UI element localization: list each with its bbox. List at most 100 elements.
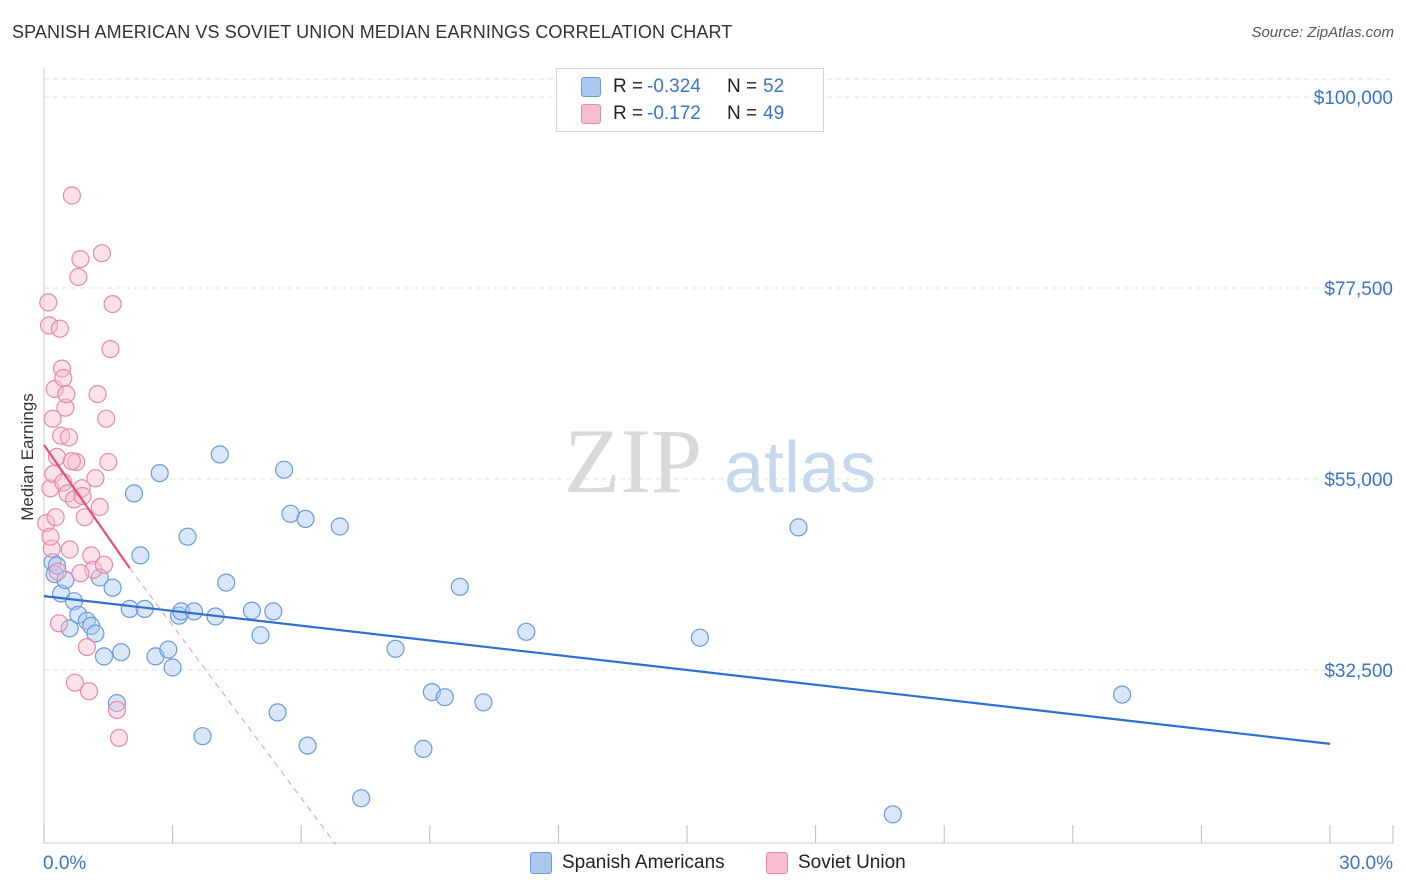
data-point (52, 359, 72, 378)
data-point (124, 484, 144, 503)
series-legend: Spanish Americans Soviet Union (0, 852, 1406, 878)
x-tick-labels: 0.0% 30.0% (43, 853, 1393, 874)
data-point (92, 244, 112, 263)
data-point (193, 727, 212, 746)
data-point (94, 647, 114, 666)
data-point (57, 385, 76, 404)
watermark-zip: ZIP (564, 410, 702, 512)
data-point (56, 398, 75, 417)
data-point (36, 513, 56, 533)
data-point (883, 805, 902, 824)
data-point (101, 340, 120, 359)
data-point (386, 639, 405, 658)
data-point (71, 250, 90, 269)
data-point (47, 556, 67, 575)
legend-r-label: R = (613, 103, 644, 124)
data-point (46, 508, 65, 527)
data-point (97, 409, 116, 428)
data-point (43, 409, 62, 428)
data-point (789, 518, 808, 537)
data-point (99, 452, 118, 472)
data-point (414, 739, 433, 759)
data-point (41, 527, 60, 546)
legend-swatch-blue (530, 852, 552, 874)
data-point (71, 564, 90, 583)
legend-r-value: -0.324 (647, 76, 701, 97)
data-point (352, 789, 371, 808)
data-point (184, 602, 204, 621)
data-point (217, 573, 236, 592)
data-point (62, 186, 82, 205)
legend-n-value: 52 (763, 76, 785, 97)
data-point (50, 319, 70, 338)
data-point (59, 428, 79, 447)
y-tick-label: $55,000 (1324, 470, 1393, 491)
legend-row-spanish-americans: R = -0.324 N = 52 (581, 75, 843, 99)
legend-n-label: N = (727, 103, 758, 124)
data-point (82, 546, 101, 565)
data-point (69, 267, 88, 287)
data-point (296, 509, 315, 529)
data-point (275, 460, 294, 479)
data-point (1112, 685, 1132, 704)
data-point (77, 637, 97, 657)
data-point (474, 693, 493, 712)
legend-r-label: R = (613, 76, 644, 97)
data-point (251, 626, 270, 645)
series-soviet-union (36, 186, 129, 748)
correlation-legend: R = -0.324 N = 52 R = -0.172 N = 49 (556, 68, 824, 132)
data-point (60, 540, 79, 559)
data-point (86, 469, 105, 488)
legend-item-spanish-americans[interactable]: Spanish Americans (530, 852, 725, 874)
legend-label: Spanish Americans (562, 852, 725, 873)
data-point (103, 295, 122, 314)
data-point (48, 562, 67, 581)
series-spanish-americans (43, 445, 1132, 824)
legend-item-soviet-union[interactable]: Soviet Union (766, 852, 906, 874)
data-point (88, 385, 107, 404)
data-point (210, 445, 229, 464)
trend-line-extension (129, 567, 336, 845)
legend-label: Soviet Union (798, 852, 906, 873)
data-point (242, 601, 261, 620)
data-point (39, 316, 59, 335)
data-point (178, 527, 197, 546)
y-tick-label: $77,500 (1324, 279, 1393, 300)
trend-line (43, 444, 131, 569)
data-point (435, 688, 454, 707)
legend-swatch-pink (766, 852, 788, 874)
legend-swatch-pink (581, 104, 601, 124)
source-label: Source: ZipAtlas.com (1251, 24, 1394, 41)
data-point (39, 293, 58, 312)
data-point (159, 640, 178, 659)
data-point (86, 624, 105, 643)
data-point (268, 703, 287, 722)
trend-line (43, 595, 1331, 745)
legend-n-value: 49 (763, 103, 785, 124)
data-point (131, 546, 150, 565)
data-point (264, 602, 283, 621)
data-point (109, 728, 129, 748)
data-point (330, 517, 349, 536)
data-point (112, 643, 131, 662)
data-point (90, 497, 109, 517)
watermark: ZIP atlas (564, 410, 876, 512)
data-point (450, 577, 469, 596)
y-axis-label: Median Earnings (18, 393, 37, 521)
y-tick-label: $32,500 (1324, 661, 1393, 682)
y-tick-label: $100,000 (1314, 88, 1393, 109)
x-tick-label-min: 0.0% (43, 853, 86, 874)
data-point (54, 368, 73, 388)
data-point (49, 614, 69, 633)
data-point (150, 464, 169, 483)
data-point (107, 700, 127, 720)
data-point (79, 682, 99, 701)
gridlines (44, 78, 1393, 671)
chart-title: SPANISH AMERICAN VS SOVIET UNION MEDIAN … (12, 22, 733, 42)
data-point (163, 658, 182, 677)
data-point (103, 578, 122, 597)
data-point (73, 486, 92, 506)
y-tick-labels: $32,500 $55,000 $77,500 $100,000 (1314, 88, 1393, 682)
data-point (94, 555, 114, 574)
